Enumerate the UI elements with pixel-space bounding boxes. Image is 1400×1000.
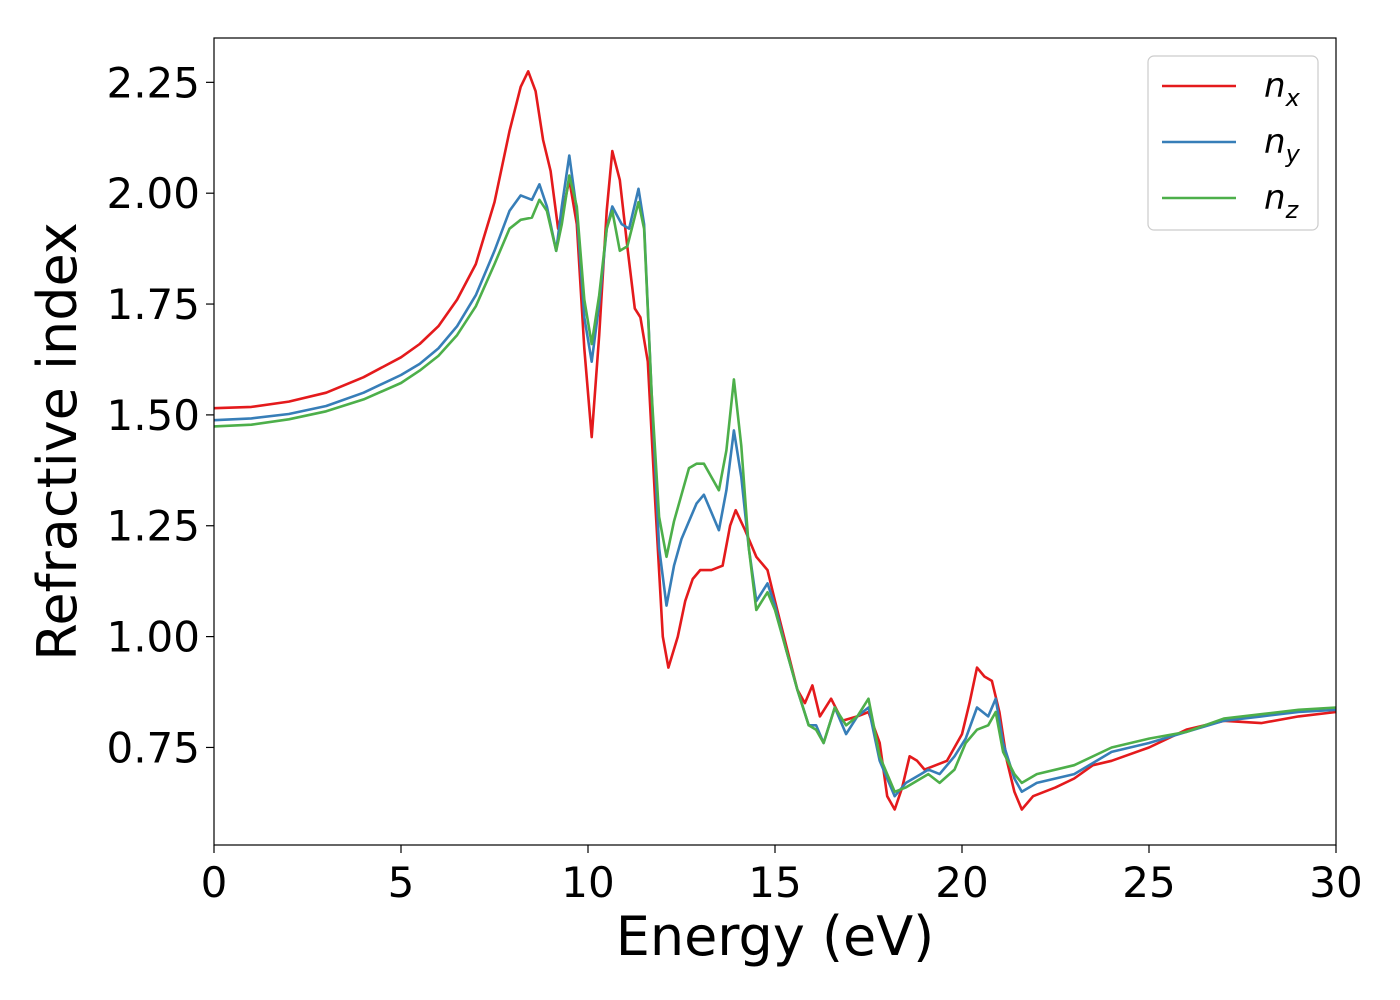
series-line-x	[213, 70, 1337, 811]
series-line-z	[213, 174, 1337, 794]
series-line-y	[213, 154, 1337, 798]
y-tick-label: 2.00	[106, 169, 200, 218]
y-tick-label: 1.50	[106, 391, 200, 440]
y-tick-label: 0.75	[106, 723, 200, 772]
y-axis-label: Refractive index	[26, 222, 89, 661]
x-axis: 0 5 10 15 20 25 30	[201, 845, 1363, 907]
y-tick-label: 2.25	[106, 58, 200, 107]
plot-lines	[213, 70, 1337, 811]
legend-label-z: nz	[1264, 178, 1300, 224]
x-tick-label: 15	[748, 858, 801, 907]
x-axis-label: Energy (eV)	[616, 905, 935, 968]
x-tick-label: 10	[561, 858, 614, 907]
x-tick-label: 0	[201, 858, 228, 907]
y-tick-label: 1.00	[106, 613, 200, 662]
y-tick-label: 1.25	[106, 502, 200, 551]
y-tick-label: 1.75	[106, 280, 200, 329]
legend: nx ny nz	[1147, 55, 1319, 231]
legend-label-x: nx	[1264, 66, 1301, 112]
x-tick-label: 20	[935, 858, 988, 907]
legend-label-y: ny	[1264, 122, 1301, 168]
x-tick-label: 25	[1122, 858, 1175, 907]
x-tick-label: 30	[1309, 858, 1362, 907]
x-tick-label: 5	[388, 858, 415, 907]
y-axis: 0.75 1.00 1.25 1.50 1.75 2.00 2.25	[106, 58, 214, 772]
